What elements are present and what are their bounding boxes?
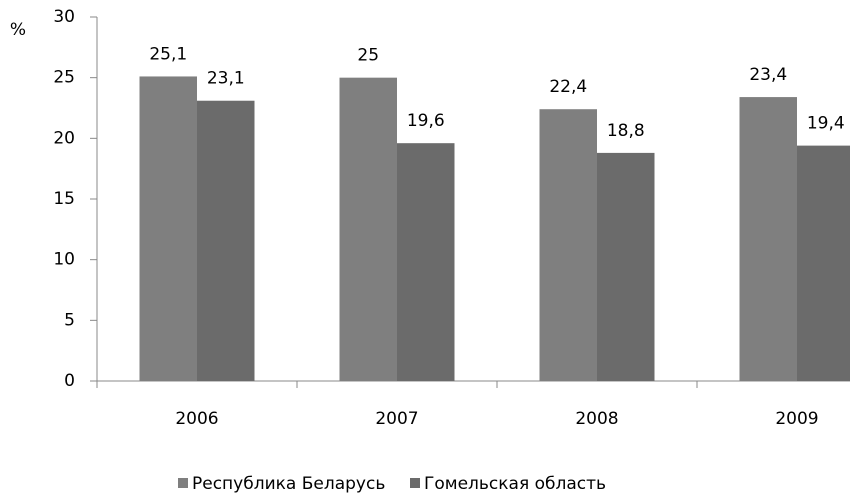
y-tick-label: 15 (53, 189, 75, 209)
bar (597, 152, 655, 381)
value-label: 25 (357, 46, 379, 66)
legend-label: Республика Беларусь (192, 474, 385, 494)
value-label: 23,4 (749, 65, 787, 85)
y-tick-label: 20 (53, 128, 75, 148)
bar (397, 143, 455, 381)
y-tick-label: 10 (53, 250, 75, 270)
x-tick-label: 2007 (375, 409, 418, 429)
y-tick-label: 5 (64, 310, 75, 330)
bar (197, 100, 255, 381)
y-tick-label: 25 (53, 68, 75, 88)
value-label: 19,6 (407, 111, 445, 131)
legend-label: Гомельская область (424, 474, 606, 494)
y-tick-label: 30 (53, 7, 75, 27)
y-axis-label: % (10, 20, 26, 40)
value-label: 18,8 (607, 121, 645, 141)
bar (739, 97, 797, 381)
value-label: 22,4 (549, 77, 587, 97)
x-tick-label: 2009 (775, 409, 818, 429)
x-tick-label: 2008 (575, 409, 618, 429)
legend-marker (178, 478, 188, 488)
x-tick-label: 2006 (175, 409, 218, 429)
bar (339, 77, 397, 382)
bar (139, 76, 197, 381)
value-label: 19,4 (807, 114, 845, 134)
legend-marker (410, 478, 420, 488)
bar (797, 145, 850, 381)
value-label: 23,1 (207, 69, 245, 89)
value-label: 25,1 (149, 44, 187, 64)
y-tick-label: 0 (64, 371, 75, 391)
bar (539, 109, 597, 382)
